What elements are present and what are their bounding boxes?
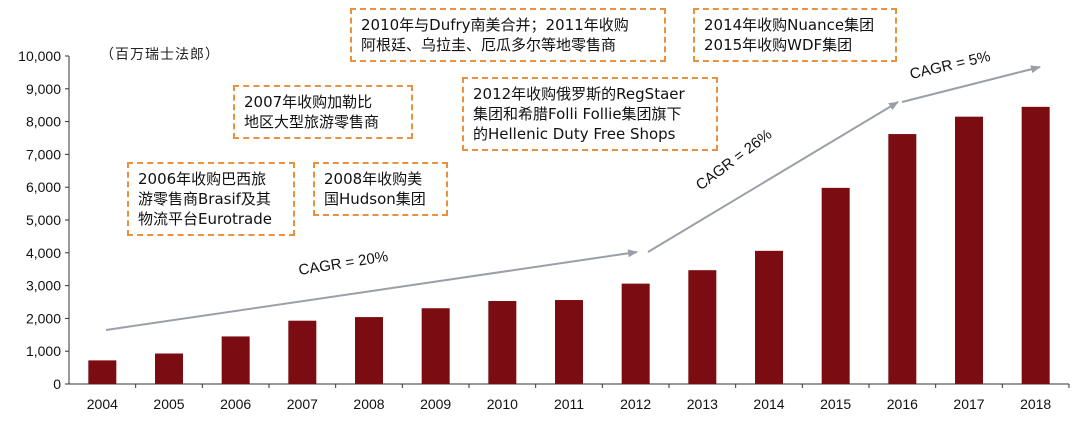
- bar-2006: [221, 336, 250, 384]
- bar-2016: [888, 134, 917, 384]
- bar-2010: [488, 301, 517, 384]
- bar-2014: [755, 250, 783, 384]
- x-tick-label: 2009: [420, 396, 451, 412]
- y-tick-label: 7,000: [26, 146, 61, 162]
- annotation-line: 国Hudson集团: [324, 190, 426, 208]
- annotation-2012: 2012年收购俄罗斯的RegStaer 集团和希腊Folli Follie集团旗…: [462, 77, 718, 151]
- annotation-line: 的Hellenic Duty Free Shops: [473, 125, 676, 143]
- x-tick-label: 2013: [687, 396, 718, 412]
- x-tick-label: 2016: [887, 396, 918, 412]
- bar-2008: [355, 317, 383, 384]
- annotation-2010: 2010年与Dufry南美合并；2011年收购 阿根廷、乌拉圭、厄瓜多尔等地零售…: [350, 8, 666, 62]
- annotation-line: 2014年收购Nuance集团: [704, 16, 875, 34]
- x-tick-label: 2015: [820, 396, 851, 412]
- x-tick-label: 2005: [153, 396, 184, 412]
- x-tick-label: 2007: [287, 396, 318, 412]
- bar-2011: [555, 300, 583, 384]
- annotation-line: 集团和希腊Folli Follie集团旗下: [473, 105, 682, 123]
- y-tick-label: 2,000: [26, 310, 61, 326]
- annotation-2014: 2014年收购Nuance集团 2015年收购WDF集团: [693, 8, 897, 62]
- annotation-line: 2007年收购加勒比: [244, 93, 373, 111]
- y-tick-label: 4,000: [26, 245, 61, 261]
- annotation-line: 2015年收购WDF集团: [704, 36, 853, 54]
- y-tick-label: 0: [53, 376, 61, 392]
- annotation-line: 2012年收购俄罗斯的RegStaer: [473, 85, 685, 103]
- annotation-line: 阿根廷、乌拉圭、厄瓜多尔等地零售商: [361, 36, 617, 54]
- x-tick-label: 2008: [353, 396, 384, 412]
- y-tick-label: 1,000: [26, 343, 61, 359]
- cagr-arrow-3: [901, 65, 1041, 103]
- y-tick-label: 3,000: [26, 278, 61, 294]
- x-tick-label: 2014: [753, 396, 784, 412]
- bar-2009: [421, 308, 450, 384]
- x-tick-label: 2012: [620, 396, 651, 412]
- annotation-line: 游零售商Brasif及其: [138, 190, 271, 208]
- x-tick-label: 2004: [87, 396, 118, 412]
- y-tick-label: 9,000: [26, 81, 61, 97]
- y-tick-label: 10,000: [18, 48, 61, 64]
- x-tick-label: 2017: [953, 396, 984, 412]
- x-tick-label: 2018: [1020, 396, 1051, 412]
- annotation-line: 2006年收购巴西旅: [138, 170, 267, 188]
- cagr-arrow-1: [105, 249, 638, 331]
- bar-2013: [688, 270, 717, 384]
- bar-2018: [1021, 106, 1050, 384]
- annotation-2008: 2008年收购美 国Hudson集团: [313, 162, 448, 216]
- bar-2005: [155, 353, 183, 384]
- y-tick-label: 8,000: [26, 114, 61, 130]
- unit-label: （百万瑞士法郎）: [100, 47, 220, 63]
- annotation-line: 物流平台Eurotrade: [138, 210, 272, 228]
- cagr-arrow-2: [647, 101, 899, 253]
- x-tick-label: 2011: [554, 396, 584, 412]
- annotation-line: 地区大型旅游零售商: [244, 113, 380, 131]
- x-tick-label: 2006: [220, 396, 251, 412]
- annotation-line: 2010年与Dufry南美合并；2011年收购: [361, 16, 629, 34]
- y-tick-label: 6,000: [26, 179, 61, 195]
- y-tick-label: 5,000: [26, 212, 61, 228]
- annotation-line: 2008年收购美: [324, 170, 423, 188]
- bar-2012: [621, 283, 650, 384]
- bar-2004: [88, 360, 117, 384]
- annotation-2006: 2006年收购巴西旅 游零售商Brasif及其 物流平台Eurotrade: [127, 162, 295, 236]
- annotation-2007: 2007年收购加勒比 地区大型旅游零售商: [233, 85, 413, 139]
- bar-2017: [955, 116, 983, 385]
- bar-2015: [821, 187, 850, 384]
- bar-2007: [288, 320, 317, 384]
- x-tick-label: 2010: [487, 396, 518, 412]
